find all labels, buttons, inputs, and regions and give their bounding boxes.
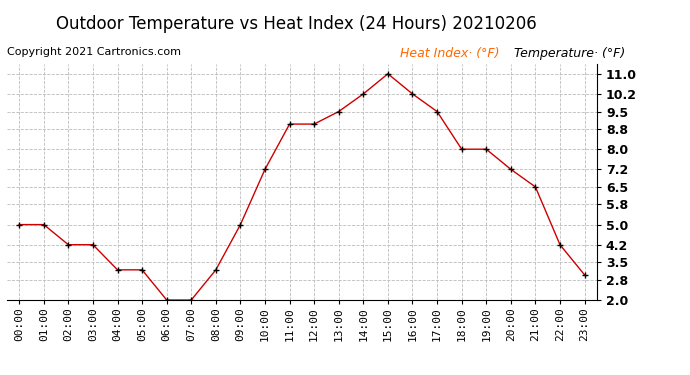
Text: Outdoor Temperature vs Heat Index (24 Hours) 20210206: Outdoor Temperature vs Heat Index (24 Ho… [57,15,537,33]
Text: Copyright 2021 Cartronics.com: Copyright 2021 Cartronics.com [7,47,181,57]
Text: Heat Index· (°F): Heat Index· (°F) [400,47,500,60]
Text: Temperature· (°F): Temperature· (°F) [514,47,625,60]
